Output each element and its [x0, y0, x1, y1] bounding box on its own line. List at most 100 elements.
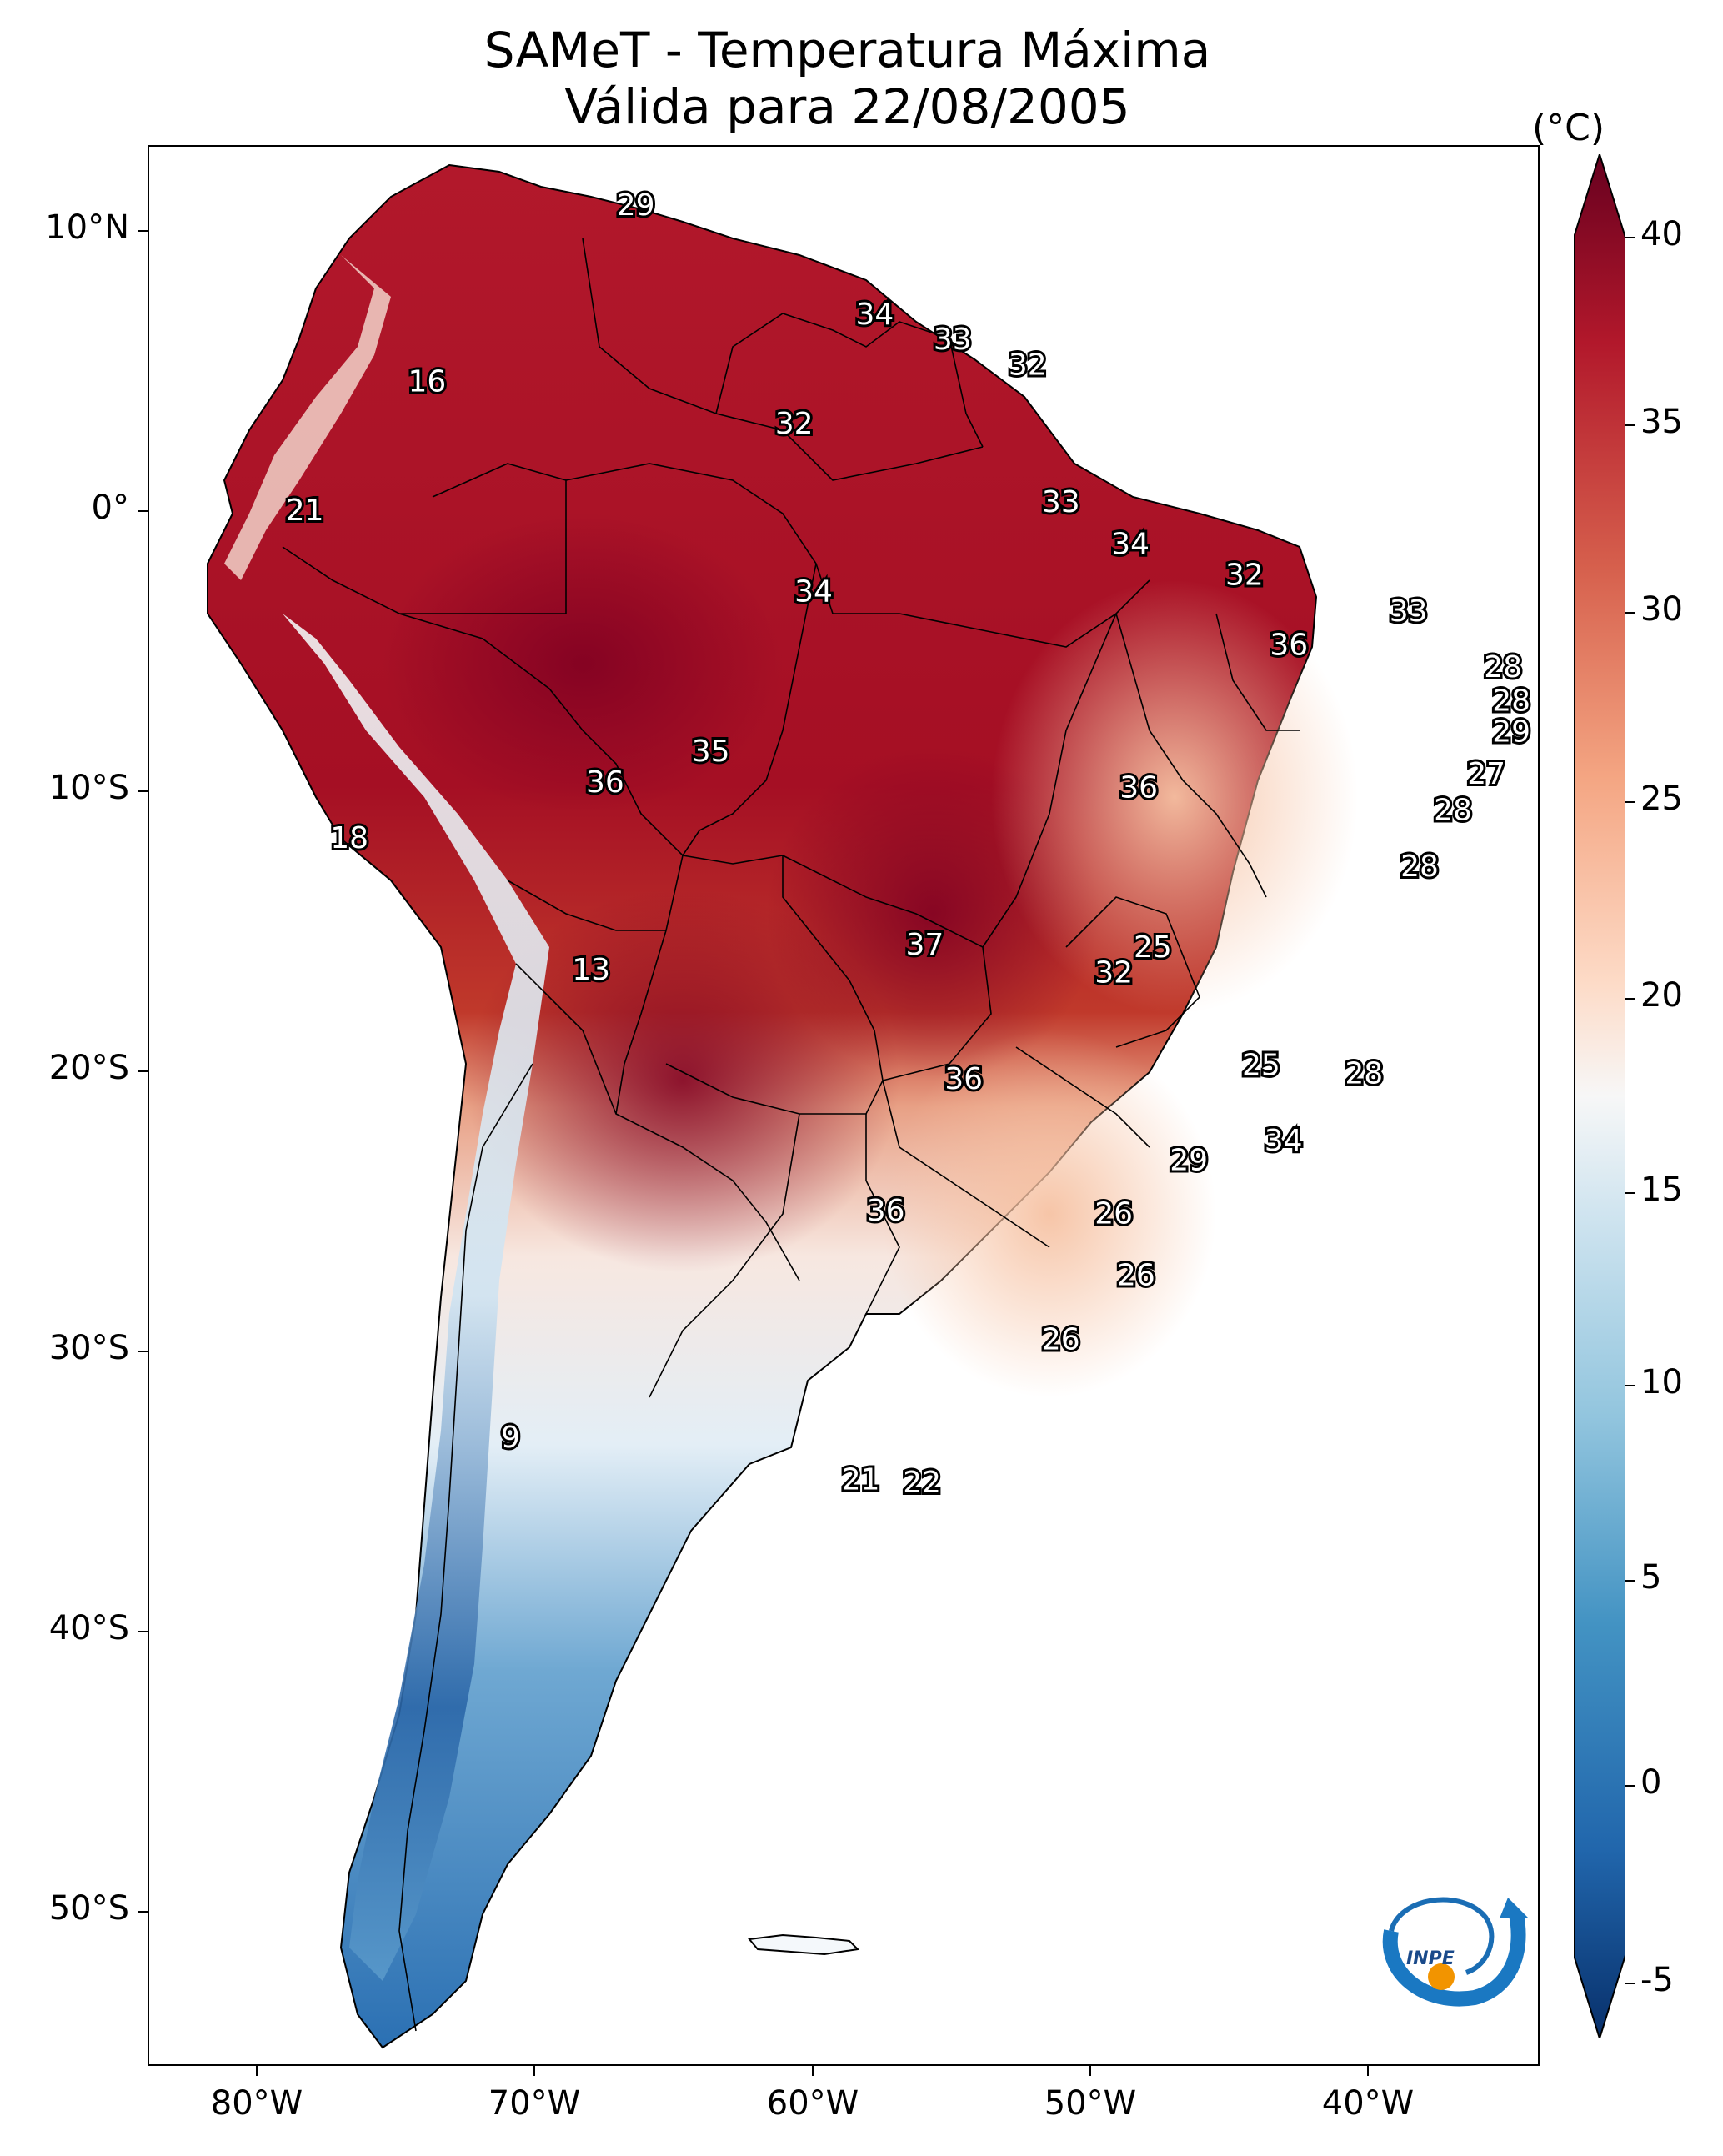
- temperature-label: 29: [1170, 1144, 1208, 1178]
- temperature-label: 36: [944, 1062, 983, 1096]
- lat-label-30s: 30°S: [48, 1329, 129, 1367]
- temperature-label: 35: [692, 735, 730, 769]
- colorbar-label-0: 0: [1640, 1763, 1662, 1802]
- temperature-label: 28: [1434, 794, 1472, 828]
- map-title-line1: SAMeT - Temperatura Máxima: [483, 22, 1211, 78]
- temperature-label: 16: [408, 365, 446, 399]
- temperature-label: 37: [905, 928, 944, 962]
- temperature-label: 25: [1242, 1048, 1280, 1082]
- lat-tick: [138, 1070, 148, 1072]
- lat-label-0: 0°: [91, 489, 129, 527]
- colorbar-tick: [1625, 998, 1635, 1000]
- colorbar-tick: [1625, 424, 1635, 426]
- colorbar-tick: [1625, 1580, 1635, 1582]
- lon-tick: [533, 2066, 535, 2076]
- temperature-label: 32: [1009, 348, 1047, 382]
- cool-south-brazil: [883, 1030, 1216, 1397]
- lon-tick: [1089, 2066, 1091, 2076]
- temperature-label: 26: [1042, 1323, 1080, 1357]
- lat-tick: [138, 1631, 148, 1632]
- temperature-label: 27: [1467, 757, 1505, 791]
- colorbar-label-40: 40: [1640, 215, 1683, 253]
- colorbar-label-35: 35: [1640, 403, 1683, 441]
- colorbar-label-25: 25: [1640, 780, 1683, 818]
- temperature-label: 13: [572, 953, 610, 987]
- temperature-label: 34: [1265, 1124, 1303, 1158]
- inpe-logo-text: INPE: [1406, 1948, 1455, 1969]
- colorbar-label-30: 30: [1640, 590, 1683, 629]
- temperature-label: 25: [1134, 930, 1172, 965]
- temperature-label: 32: [775, 407, 814, 441]
- political-borders: [282, 238, 1300, 2032]
- lat-tick: [138, 1351, 148, 1352]
- inpe-logo: INPE: [1382, 1897, 1529, 2007]
- temperature-label: 33: [1042, 485, 1080, 519]
- temperature-label: 28: [1345, 1056, 1383, 1091]
- temperature-label: 28: [1484, 650, 1522, 684]
- lat-tick: [138, 230, 148, 232]
- temperature-label: 34: [794, 575, 833, 609]
- map-panel[interactable]: 29 16 21 34 33 32 32 33 34 32 34 33 36 28 28 29 35 36 36 27…: [148, 145, 1540, 2066]
- temperature-label: 29: [1492, 715, 1530, 750]
- lon-tick: [1367, 2066, 1369, 2076]
- andes-north-cool-strip: [224, 255, 391, 580]
- colorbar-label-5: 5: [1640, 1558, 1662, 1597]
- temperature-label: 9: [501, 1421, 520, 1455]
- temperature-label: 36: [867, 1194, 905, 1228]
- map-title-line2: Válida para 22/08/2005: [564, 78, 1130, 135]
- cool-east-coast: [991, 580, 1358, 1014]
- lat-tick: [138, 510, 148, 512]
- lat-tick: [138, 1911, 148, 1913]
- colorbar-label-20: 20: [1640, 976, 1683, 1015]
- temperature-label: 36: [1119, 771, 1158, 805]
- heat-core-amazon: [383, 514, 783, 814]
- colorbar-tick: [1625, 1785, 1635, 1787]
- lat-label-40s: 40°S: [48, 1609, 129, 1647]
- colorbar-unit-label: (°C): [1532, 107, 1605, 149]
- colorbar-tick: [1625, 237, 1635, 238]
- lon-label-70w: 70°W: [488, 2084, 581, 2123]
- lat-label-20s: 20°S: [48, 1049, 129, 1087]
- lon-tick: [812, 2066, 814, 2076]
- colorbar-label-10: 10: [1640, 1363, 1683, 1401]
- temperature-label: 29: [617, 188, 655, 223]
- temperature-label: 28: [1492, 684, 1530, 719]
- temperature-label: 28: [1400, 850, 1439, 884]
- lon-label-40w: 40°W: [1321, 2084, 1415, 2123]
- colorbar-label-15: 15: [1640, 1171, 1683, 1209]
- colorbar: [1574, 154, 1625, 2038]
- colorbar-tick: [1625, 1385, 1635, 1386]
- inpe-swirl-icon: [1389, 1897, 1495, 1975]
- lon-label-60w: 60°W: [766, 2084, 859, 2123]
- colorbar-tick: [1625, 1192, 1635, 1194]
- lon-tick: [256, 2066, 258, 2076]
- lon-label-80w: 80°W: [210, 2084, 303, 2123]
- temperature-label: 22: [903, 1466, 941, 1500]
- colorbar-label-minus5: -5: [1640, 1961, 1674, 1999]
- colorbar-tick: [1625, 1983, 1635, 1984]
- temperature-label: 33: [1390, 594, 1428, 629]
- lat-tick: [138, 790, 148, 792]
- temperature-label: 36: [1270, 628, 1308, 662]
- temperature-label: 34: [1111, 527, 1150, 561]
- lat-label-50s: 50°S: [48, 1889, 129, 1928]
- temperature-label: 33: [934, 323, 972, 357]
- temperature-label: 36: [586, 765, 624, 800]
- colorbar-tick: [1625, 801, 1635, 803]
- temperature-label: 18: [330, 821, 368, 855]
- temperature-label: 26: [1094, 1196, 1133, 1231]
- falkland-islands: [748, 1933, 860, 1956]
- temperature-label: 26: [1117, 1258, 1155, 1292]
- lon-label-50w: 50°W: [1044, 2084, 1137, 2123]
- temperature-label: 21: [842, 1463, 880, 1497]
- lat-label-10n: 10°N: [45, 208, 129, 247]
- temperature-label: 32: [1225, 558, 1264, 592]
- temperature-label: 34: [855, 298, 894, 332]
- lat-label-10s: 10°S: [48, 769, 129, 807]
- temperature-label: 21: [286, 494, 324, 528]
- andes-cold-strip: [283, 614, 549, 1981]
- colorbar-tick: [1625, 612, 1635, 614]
- temperature-label: 32: [1094, 956, 1133, 990]
